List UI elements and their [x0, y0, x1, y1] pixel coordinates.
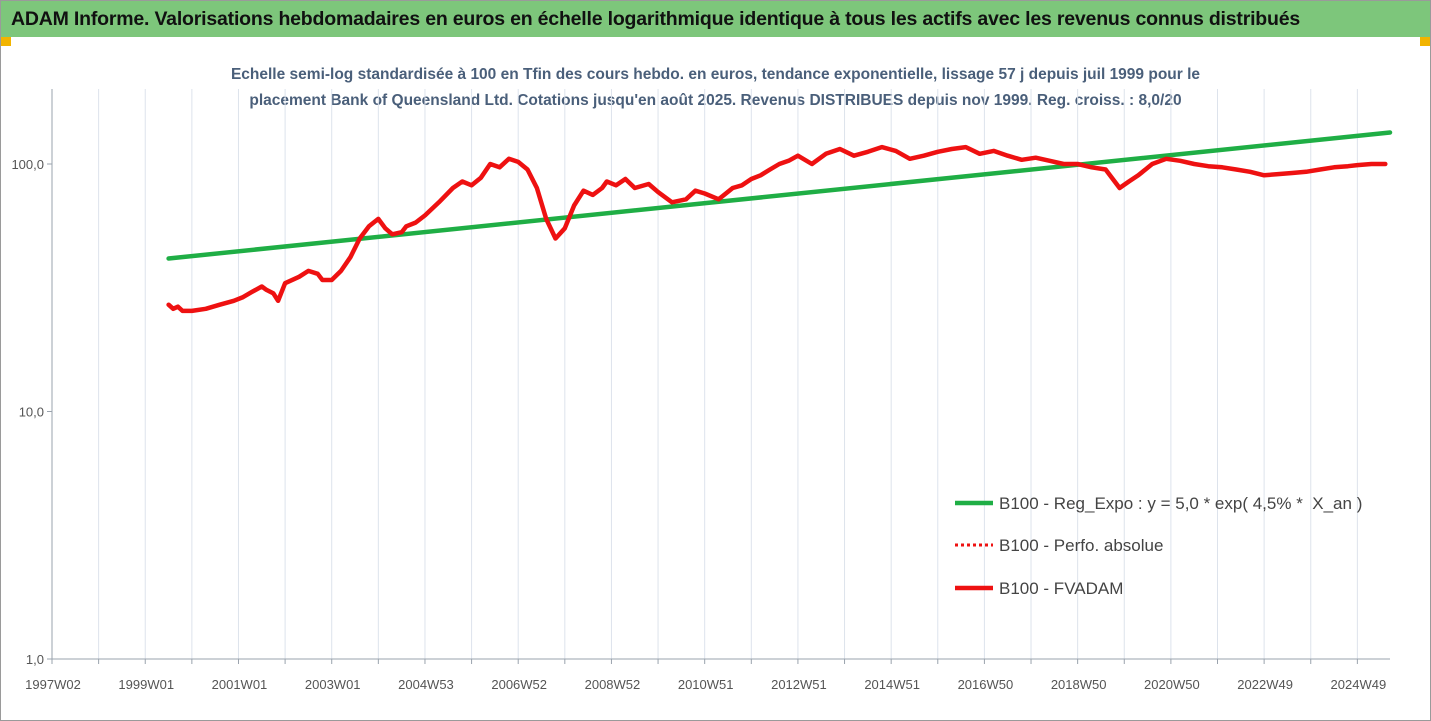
header-banner: ADAM Informe. Valorisations hebdomadaire…: [1, 1, 1430, 37]
chart-title-line-1: Echelle semi-log standardisée à 100 en T…: [230, 66, 1201, 83]
legend-item-fvadam-label: B100 - FVADAM: [999, 579, 1123, 598]
grid-lines: [51, 89, 1358, 659]
x-tick-label: 2003W01: [305, 677, 361, 692]
corner-marker-right: [1420, 37, 1430, 46]
x-tick-label: 2008W52: [585, 677, 641, 692]
x-tick-label: 2024W49: [1331, 677, 1387, 692]
legend-item-reg-expo-label: B100 - Reg_Expo : y = 5,0 * exp( 4,5% * …: [999, 494, 1362, 513]
x-tick-label: 2010W51: [678, 677, 734, 692]
x-tick-label: 1999W01: [118, 677, 174, 692]
x-tick-label: 2012W51: [771, 677, 827, 692]
page-title: ADAM Informe. Valorisations hebdomadaire…: [11, 8, 1301, 30]
x-tick-label: 2001W01: [212, 677, 268, 692]
x-tick-label: 2020W50: [1144, 677, 1200, 692]
x-tick-label: 1997W02: [25, 677, 81, 692]
legend-item-perfo-absolue-label: B100 - Perfo. absolue: [999, 536, 1163, 555]
series-line-fvadam: [166, 144, 1388, 314]
x-tick-label: 2018W50: [1051, 677, 1107, 692]
series-lines: [166, 130, 1393, 314]
y-tick-label: 100,0: [11, 157, 44, 172]
x-tick-label: 2006W52: [491, 677, 547, 692]
chart-title-line-2: placement Bank of Queensland Ltd. Cotati…: [249, 92, 1182, 109]
axes: 1,0 10,0 100,0 1997W02 1999W01 2001W01 2003W01…: [11, 89, 1390, 692]
legend: B100 - Reg_Expo : y = 5,0 * exp( 4,5% * …: [955, 494, 1362, 598]
x-tick-label: 2004W53: [398, 677, 454, 692]
x-tick-label: 2016W50: [958, 677, 1014, 692]
y-tick-label: 10,0: [19, 405, 44, 420]
x-tick-label: 2022W49: [1237, 677, 1293, 692]
y-tick-label: 1,0: [26, 652, 44, 667]
corner-marker-left: [1, 37, 11, 46]
x-tick-label: 2014W51: [864, 677, 920, 692]
series-line-reg-expo: [166, 130, 1393, 261]
